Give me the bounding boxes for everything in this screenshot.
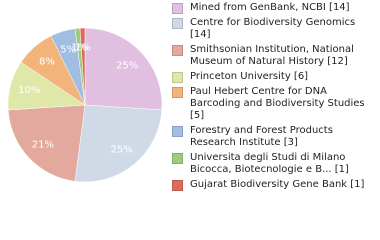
legend-item: Paul Hebert Centre for DNA Barcoding and… [172, 86, 378, 122]
legend-item: Mined from GenBank, NCBI [14] [172, 2, 378, 14]
legend-item: Smithsonian Institution, National Museum… [172, 44, 378, 68]
legend-swatch [172, 72, 183, 83]
legend-item: Forestry and Forest Products Research In… [172, 125, 378, 149]
data-label: 25% [111, 145, 133, 156]
legend-item: Gujarat Biodiversity Gene Bank [1] [172, 179, 378, 191]
legend-label: Mined from GenBank, NCBI [14] [190, 2, 350, 13]
legend-swatch [172, 45, 183, 56]
data-label: 8% [39, 57, 55, 68]
legend-swatch [172, 18, 183, 29]
legend-swatch [172, 180, 183, 191]
legend-label: Forestry and Forest Products Research In… [190, 125, 333, 148]
pie-chart: 25% 25% 21% 10% 8% 5%1%1% [7, 27, 163, 183]
legend-label: Princeton University [6] [190, 71, 309, 82]
pie-slice [7, 104, 86, 182]
legend-swatch [172, 3, 183, 14]
pie-slice [84, 27, 163, 111]
legend-swatch [172, 87, 183, 98]
pie-slice [79, 27, 86, 106]
legend-label: Gujarat Biodiversity Gene Bank [1] [190, 179, 365, 190]
data-label: 1% [71, 43, 87, 54]
legend-item: Centre for Biodiversity Genomics [14] [172, 17, 378, 41]
data-label: 10% [18, 85, 40, 96]
data-label: 1% [75, 42, 91, 53]
legend-label: Centre for Biodiversity Genomics [14] [190, 17, 356, 40]
data-label: 5% [60, 45, 76, 56]
data-label: 21% [32, 139, 54, 150]
pie-slice [74, 104, 163, 183]
legend-swatch [172, 153, 183, 164]
data-label: 25% [116, 61, 138, 72]
legend-label: Paul Hebert Centre for DNA Barcoding and… [190, 86, 365, 121]
legend-swatch [172, 126, 183, 137]
legend-label: Smithsonian Institution, National Museum… [190, 44, 354, 67]
legend-label: Universita degli Studi di Milano Bicocca… [190, 152, 349, 175]
legend-item: Princeton University [6] [172, 71, 378, 83]
legend: Mined from GenBank, NCBI [14] Centre for … [172, 2, 378, 194]
legend-item: Universita degli Studi di Milano Bicocca… [172, 152, 378, 176]
